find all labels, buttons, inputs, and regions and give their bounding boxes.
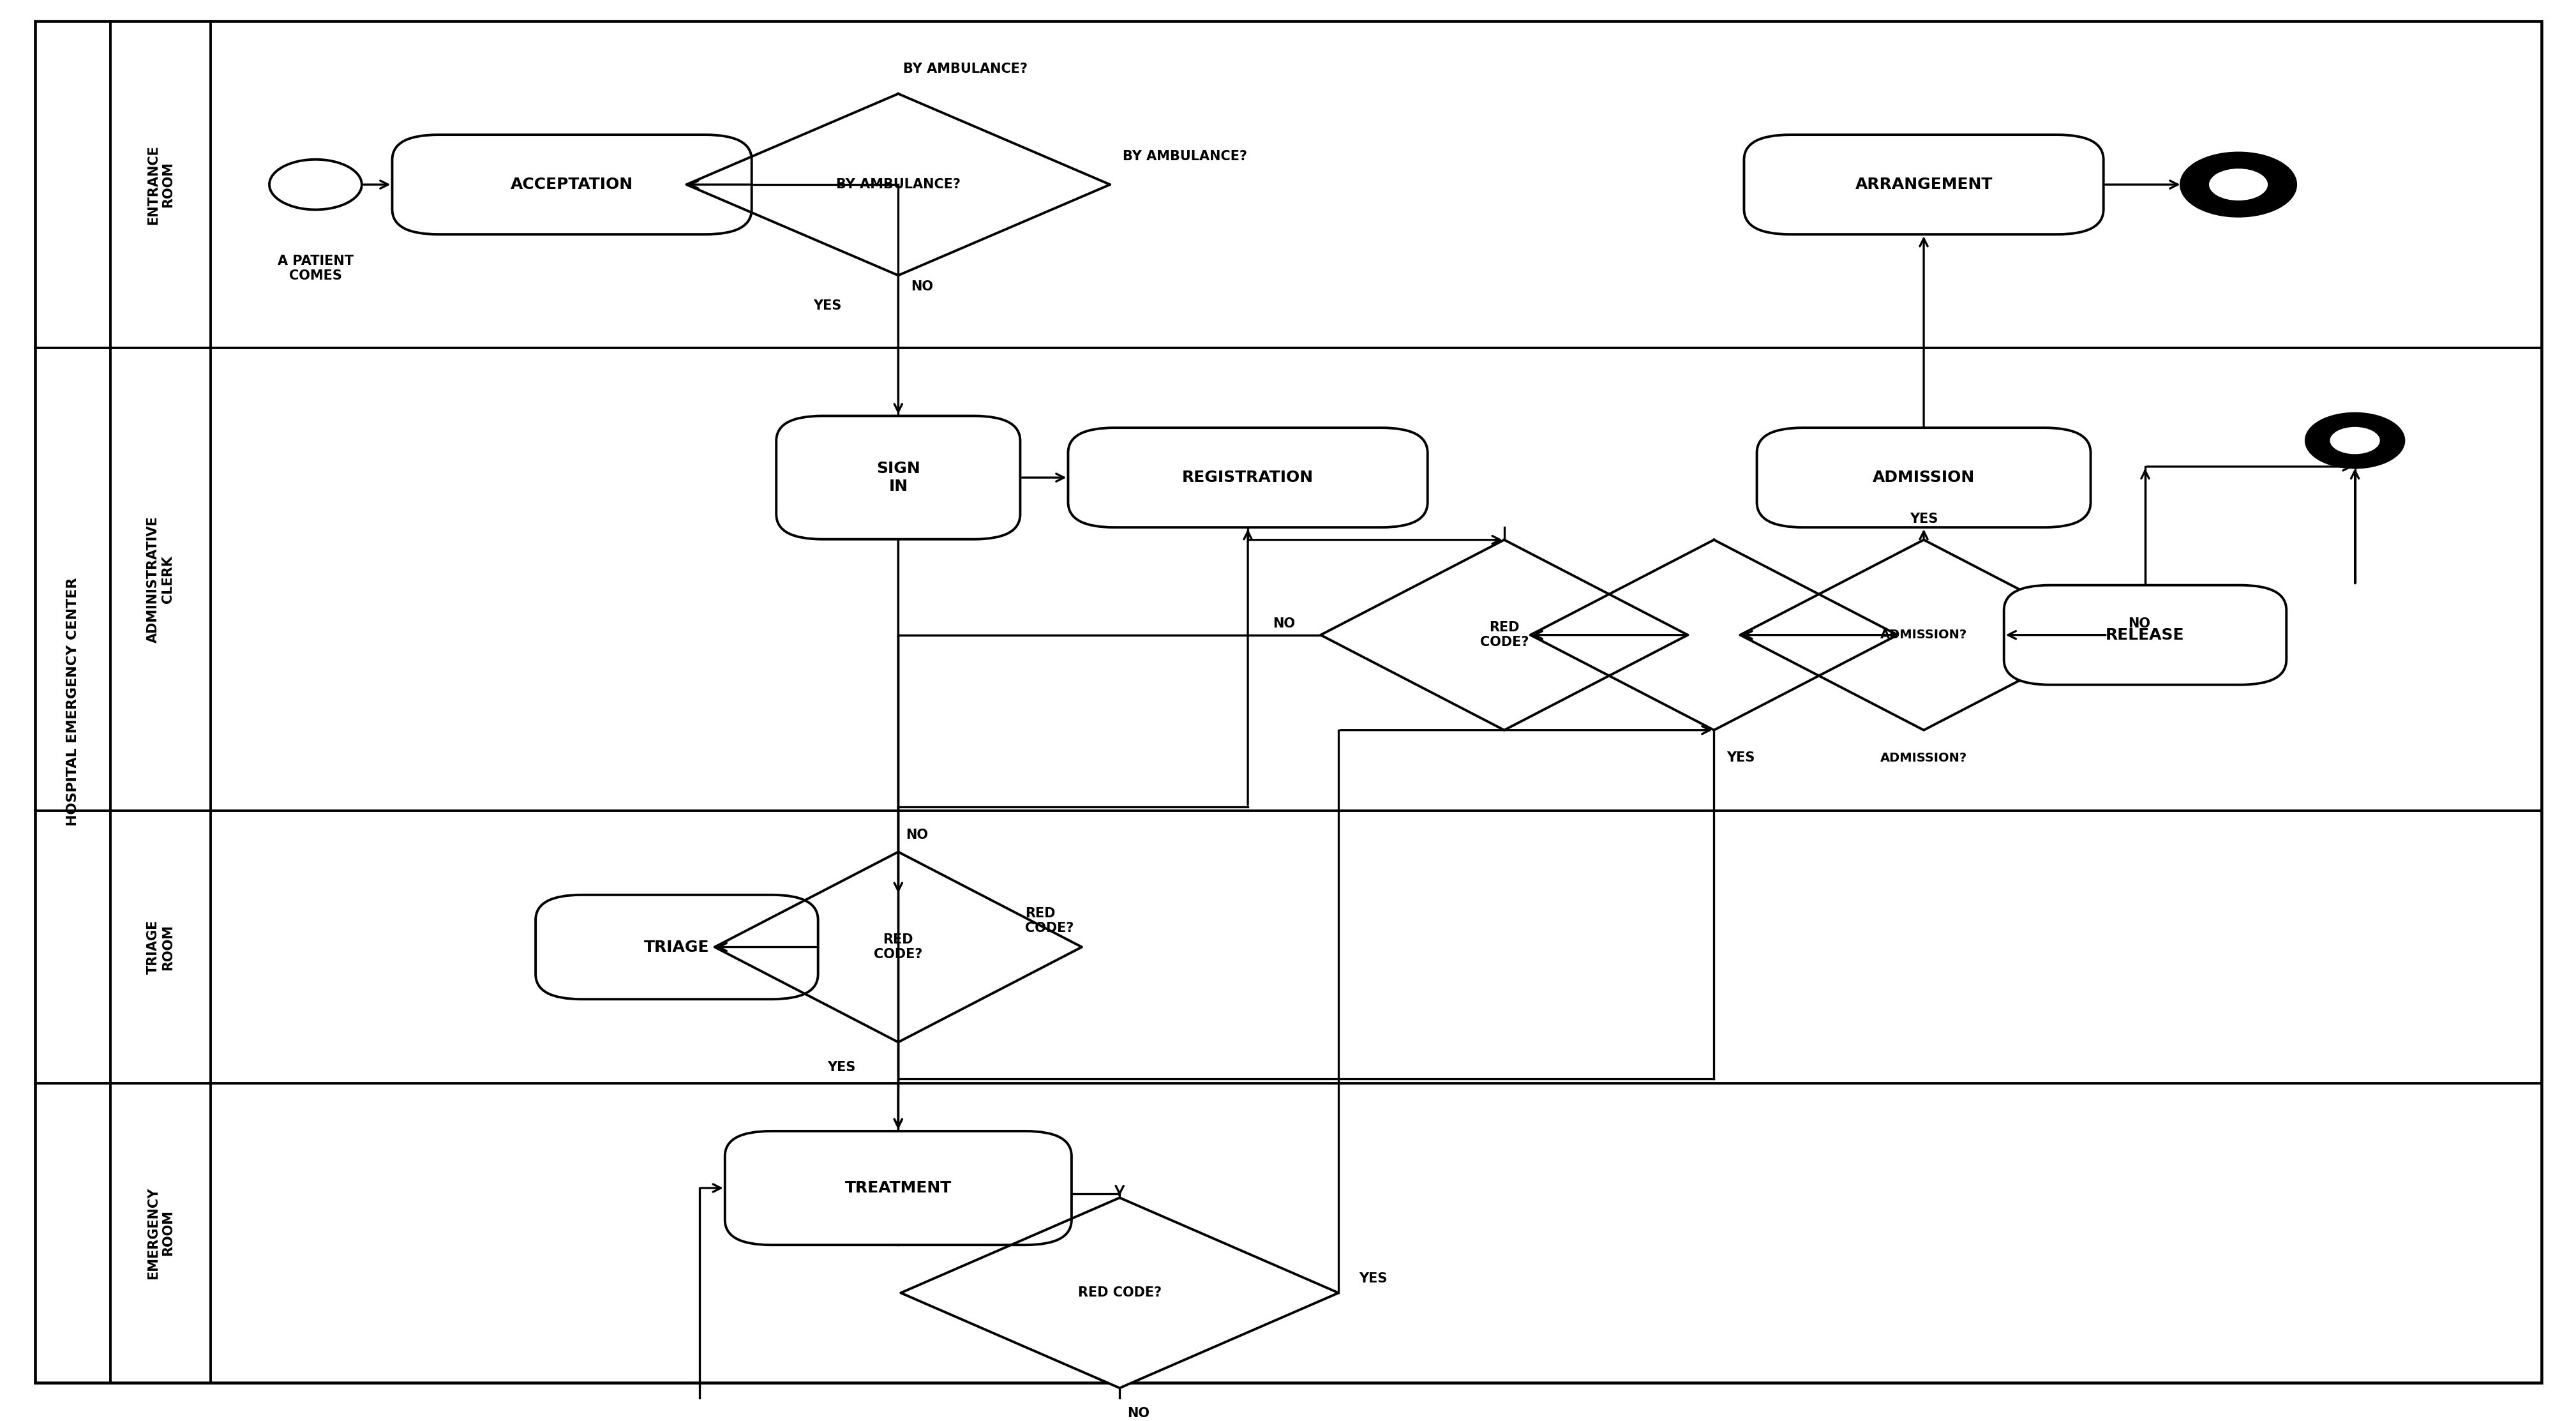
Text: TREATMENT: TREATMENT	[845, 1181, 951, 1195]
Text: EMERGENCY
ROOM: EMERGENCY ROOM	[147, 1187, 175, 1279]
FancyBboxPatch shape	[536, 895, 817, 999]
Circle shape	[270, 159, 361, 210]
Text: RED CODE?: RED CODE?	[1077, 1286, 1162, 1299]
Text: NO: NO	[1273, 617, 1296, 630]
Text: RELEASE: RELEASE	[2105, 627, 2184, 642]
Text: YES: YES	[827, 1061, 855, 1074]
FancyBboxPatch shape	[1757, 428, 2089, 527]
FancyBboxPatch shape	[775, 416, 1020, 539]
Text: RED
CODE?: RED CODE?	[1479, 621, 1528, 649]
Polygon shape	[714, 853, 1082, 1042]
Circle shape	[2329, 426, 2380, 455]
Text: NO: NO	[2128, 617, 2151, 630]
Text: HOSPITAL EMERGENCY CENTER: HOSPITAL EMERGENCY CENTER	[67, 578, 80, 826]
Text: A PATIENT
COMES: A PATIENT COMES	[278, 254, 353, 281]
Text: TRIAGE
ROOM: TRIAGE ROOM	[147, 919, 175, 975]
FancyBboxPatch shape	[392, 135, 752, 234]
Text: ADMISSION?: ADMISSION?	[1880, 630, 1965, 641]
Polygon shape	[1739, 540, 2107, 730]
Text: NO: NO	[1128, 1407, 1149, 1420]
Text: ENTRANCE
ROOM: ENTRANCE ROOM	[147, 145, 175, 225]
Text: BY AMBULANCE?: BY AMBULANCE?	[904, 63, 1028, 75]
FancyBboxPatch shape	[1744, 135, 2102, 234]
Text: REGISTRATION: REGISTRATION	[1182, 470, 1314, 485]
Text: YES: YES	[1726, 752, 1754, 764]
Text: YES: YES	[1358, 1273, 1386, 1286]
Text: ADMISSION?: ADMISSION?	[1880, 752, 1965, 764]
Text: YES: YES	[814, 300, 842, 313]
Circle shape	[2306, 415, 2403, 466]
Text: SIGN
IN: SIGN IN	[876, 460, 920, 495]
Polygon shape	[1321, 540, 1687, 730]
Text: YES: YES	[1909, 513, 1937, 526]
FancyBboxPatch shape	[2004, 585, 2285, 685]
Text: ARRANGEMENT: ARRANGEMENT	[1855, 176, 1991, 192]
Text: NO: NO	[912, 280, 933, 293]
Text: ACCEPTATION: ACCEPTATION	[510, 176, 634, 192]
Polygon shape	[902, 1198, 1337, 1388]
Text: NO: NO	[907, 828, 927, 841]
Text: BY AMBULANCE?: BY AMBULANCE?	[1123, 151, 1247, 163]
Circle shape	[2208, 169, 2267, 200]
Polygon shape	[1530, 540, 1896, 730]
Text: ADMINISTRATIVE
CLERK: ADMINISTRATIVE CLERK	[147, 516, 175, 642]
Text: ADMISSION: ADMISSION	[1873, 470, 1973, 485]
Text: BY AMBULANCE?: BY AMBULANCE?	[835, 178, 961, 190]
Text: RED
CODE?: RED CODE?	[873, 934, 922, 961]
Text: TRIAGE: TRIAGE	[644, 939, 708, 955]
Polygon shape	[685, 94, 1110, 276]
FancyBboxPatch shape	[1069, 428, 1427, 527]
Text: RED
CODE?: RED CODE?	[1025, 907, 1074, 935]
Circle shape	[2182, 153, 2295, 215]
FancyBboxPatch shape	[724, 1131, 1072, 1245]
